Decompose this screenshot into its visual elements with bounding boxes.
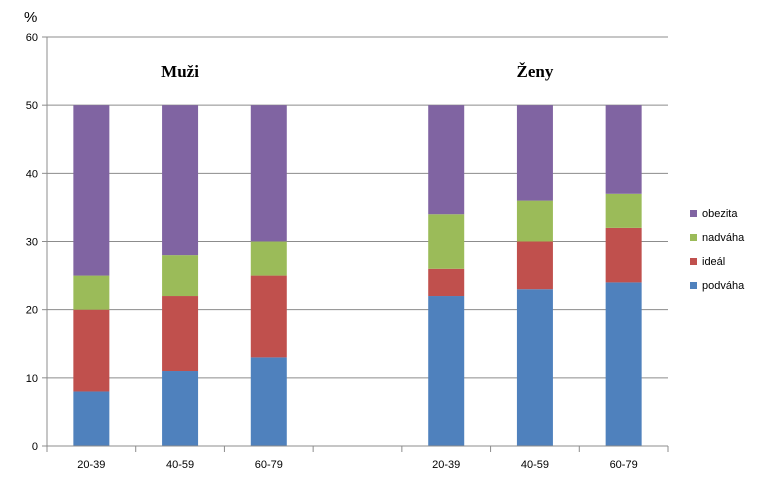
bar-obezita-1 bbox=[162, 105, 199, 256]
bar-obezita-5 bbox=[516, 105, 553, 201]
x-tick-label: 40-59 bbox=[166, 459, 194, 471]
y-tick-label: 0 bbox=[32, 441, 38, 453]
bar-podváha-2 bbox=[250, 357, 287, 446]
bar-ideál-5 bbox=[516, 241, 553, 290]
legend-swatch-obezita bbox=[690, 210, 697, 217]
x-tick-label: 20-39 bbox=[432, 459, 460, 471]
y-tick-label: 40 bbox=[26, 168, 38, 180]
bar-nadváha-1 bbox=[162, 255, 199, 297]
bar-nadváha-0 bbox=[73, 275, 110, 310]
legend-swatch-ideál bbox=[690, 258, 697, 265]
bar-ideál-2 bbox=[250, 275, 287, 358]
labels: 0 10 20 30 40 50 60 20-39 40-59 60-79 20-39 40-59 60… bbox=[26, 32, 638, 471]
legend-label: podváha bbox=[702, 280, 745, 292]
bar-nadváha-6 bbox=[605, 193, 642, 228]
bar-podváha-4 bbox=[428, 296, 465, 446]
bar-obezita-6 bbox=[605, 105, 642, 194]
legend-label: nadváha bbox=[702, 232, 745, 244]
gridlines bbox=[47, 36, 668, 379]
bar-obezita-2 bbox=[250, 105, 287, 242]
bar-podváha-5 bbox=[516, 289, 553, 446]
x-tick-label: 60-79 bbox=[255, 459, 283, 471]
bar-ideál-1 bbox=[162, 296, 199, 372]
group-label: Muži bbox=[161, 62, 199, 81]
bar-ideál-6 bbox=[605, 227, 642, 283]
group-label: Ženy bbox=[517, 62, 554, 81]
legend-swatch-podváha bbox=[690, 282, 697, 289]
legend: obezita nadváha ideál podváha bbox=[690, 208, 745, 292]
bar-podváha-1 bbox=[162, 371, 199, 446]
x-tick-label: 60-79 bbox=[610, 459, 638, 471]
bar-nadváha-4 bbox=[428, 214, 465, 269]
bar-nadváha-5 bbox=[516, 200, 553, 242]
y-tick-label: 20 bbox=[26, 305, 38, 317]
bar-podváha-0 bbox=[73, 391, 110, 446]
y-unit-label: % bbox=[24, 9, 37, 26]
bar-obezita-0 bbox=[73, 105, 110, 276]
y-tick-label: 60 bbox=[26, 32, 38, 44]
x-tick-label: 20-39 bbox=[77, 459, 105, 471]
bar-ideál-0 bbox=[73, 309, 110, 392]
bar-podváha-6 bbox=[605, 282, 642, 446]
bar-obezita-4 bbox=[428, 105, 465, 215]
bar-nadváha-2 bbox=[250, 241, 287, 276]
legend-swatch-nadváha bbox=[690, 234, 697, 241]
x-tick-label: 40-59 bbox=[521, 459, 549, 471]
axes bbox=[42, 36, 669, 452]
y-tick-label: 50 bbox=[26, 100, 38, 112]
y-tick-label: 10 bbox=[26, 373, 38, 385]
legend-label: obezita bbox=[702, 208, 738, 220]
bars bbox=[73, 105, 642, 446]
y-tick-label: 30 bbox=[26, 237, 38, 249]
bar-ideál-4 bbox=[428, 268, 465, 297]
legend-label: ideál bbox=[702, 256, 725, 268]
